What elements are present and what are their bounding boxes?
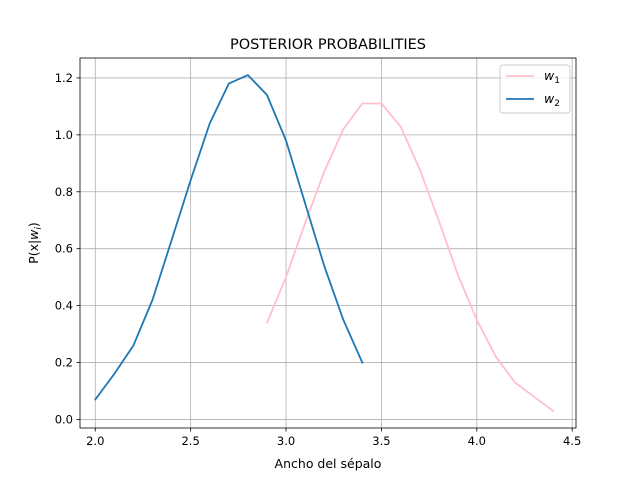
y-tick-label: 0.4 — [55, 299, 73, 313]
y-axis-ticks: 0.0 0.2 0.4 0.6 0.8 1.0 1.2 — [55, 71, 80, 426]
y-tick-label: 0.6 — [55, 242, 73, 256]
x-tick-label: 4.0 — [468, 434, 486, 448]
y-tick-label: 1.2 — [55, 71, 73, 85]
x-tick-label: 2.0 — [86, 434, 104, 448]
y-axis-label: P(x|wi) — [26, 222, 44, 264]
grid — [80, 58, 576, 428]
chart-title: POSTERIOR PROBABILITIES — [230, 37, 426, 53]
x-axis-label: Ancho del sépalo — [275, 456, 382, 471]
series-lines — [94, 74, 555, 413]
y-tick-label: 0.8 — [55, 185, 73, 199]
y-tick-label: 0.0 — [55, 412, 73, 426]
y-tick-label: 0.2 — [55, 356, 73, 370]
series-line-1 — [265, 102, 555, 413]
legend: w1 w2 — [499, 64, 571, 114]
legend-label-w2: w2 — [544, 91, 560, 109]
x-tick-label: 3.5 — [372, 434, 390, 448]
legend-label-w1: w1 — [544, 68, 560, 86]
x-tick-label: 2.5 — [181, 434, 199, 448]
y-tick-label: 1.0 — [55, 128, 73, 142]
x-tick-label: 4.5 — [563, 434, 581, 448]
x-tick-label: 3.0 — [277, 434, 295, 448]
x-axis-ticks: 2.0 2.5 3.0 3.5 4.0 4.5 — [86, 428, 581, 448]
legend-box — [499, 64, 571, 114]
axes-frame — [79, 57, 577, 429]
series-line-2 — [94, 74, 364, 401]
